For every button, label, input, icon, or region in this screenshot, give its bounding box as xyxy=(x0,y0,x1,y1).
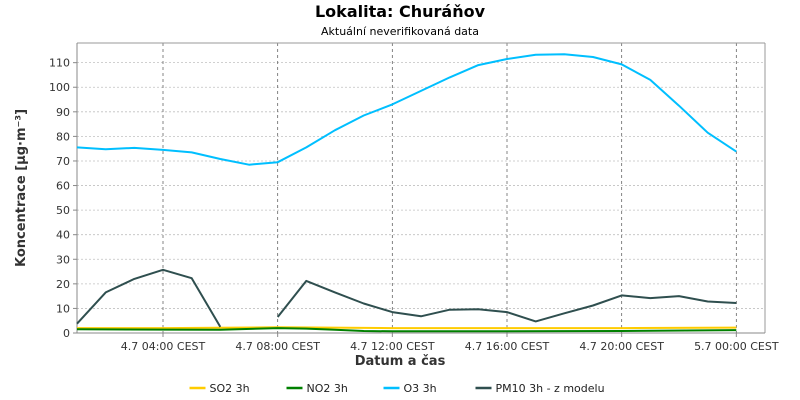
series-line-so2-3h xyxy=(77,326,737,330)
y-tick-label: 70 xyxy=(56,155,70,168)
legend-label: NO2 3h xyxy=(307,382,348,395)
x-axis-label: Datum a čas xyxy=(355,354,446,369)
y-tick-label: 90 xyxy=(56,106,70,119)
x-ticks: 4.7 04:00 CEST 4.7 08:00 CEST 4.7 12:00 CE… xyxy=(121,333,779,353)
x-tick-label: 4.7 04:00 CEST xyxy=(121,340,206,353)
y-tick-label: 80 xyxy=(56,130,70,143)
grid xyxy=(77,43,765,333)
series-line-no2-3h xyxy=(76,327,737,333)
y-tick-label: 40 xyxy=(56,229,70,242)
y-tick-label: 20 xyxy=(56,278,70,291)
x-tick-label: 4.7 16:00 CEST xyxy=(465,340,550,353)
y-ticks: 0 10 20 30 40 50 60 70 80 90 100 110 xyxy=(49,57,77,340)
y-tick-label: 100 xyxy=(49,81,70,94)
y-tick-label: 50 xyxy=(56,204,70,217)
y-axis-label: Koncentrace [µg·m⁻³] xyxy=(14,109,29,267)
legend-label: O3 3h xyxy=(404,382,437,395)
series-line-pm10-3h-z-modelu xyxy=(76,268,737,328)
x-tick-label: 4.7 12:00 CEST xyxy=(350,340,435,353)
y-tick-label: 0 xyxy=(63,327,70,340)
series-group xyxy=(76,53,737,333)
y-tick-label: 110 xyxy=(49,57,70,70)
y-tick-label: 60 xyxy=(56,180,70,193)
y-tick-label: 30 xyxy=(56,253,70,266)
legend-item-no2-3h: NO2 3h xyxy=(286,382,348,395)
chart-title: Lokalita: Churáňov xyxy=(315,2,486,21)
y-tick-label: 10 xyxy=(56,302,70,315)
x-tick-label: 4.7 08:00 CEST xyxy=(235,340,320,353)
x-tick-label: 4.7 20:00 CEST xyxy=(579,340,664,353)
axes xyxy=(76,42,766,334)
x-tick-label: 5.7 00:00 CEST xyxy=(694,340,779,353)
legend: SO2 3h NO2 3h O3 3h PM10 3h - z modelu xyxy=(189,382,605,395)
chart-subtitle: Aktuální neverifikovaná data xyxy=(321,25,479,38)
legend-item-pm10-3h-z-modelu: PM10 3h - z modelu xyxy=(475,382,605,395)
series-line-o3-3h xyxy=(76,53,737,166)
legend-item-o3-3h: O3 3h xyxy=(383,382,437,395)
legend-label: SO2 3h xyxy=(210,382,250,395)
legend-label: PM10 3h - z modelu xyxy=(496,382,605,395)
legend-item-so2-3h: SO2 3h xyxy=(189,382,250,395)
